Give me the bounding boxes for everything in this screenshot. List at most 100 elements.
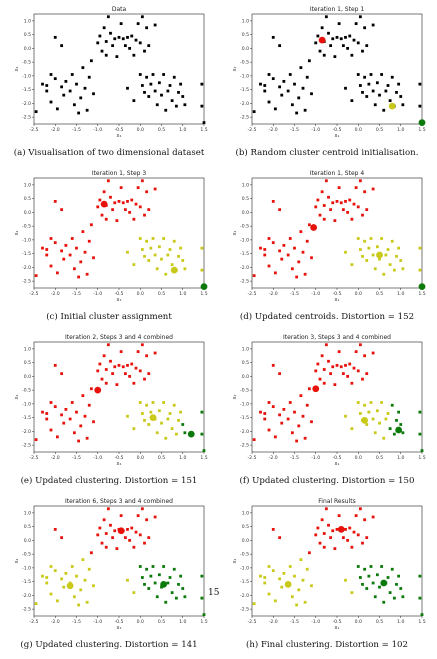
- data-point: [87, 403, 91, 407]
- data-point: [151, 401, 155, 404]
- x-tick-label: -1.0: [311, 619, 320, 625]
- data-point: [322, 532, 326, 535]
- data-point: [278, 577, 282, 581]
- data-point: [64, 571, 68, 575]
- y-tick-label: -0.5: [22, 60, 31, 66]
- x-tick-label: 1.0: [397, 127, 404, 133]
- data-point: [181, 259, 185, 262]
- scatter-plot-g: Iteration 6, Steps 3 and 4 combined -2.5 -…: [14, 498, 208, 631]
- data-point: [388, 99, 392, 103]
- centroid-marker: [100, 200, 108, 208]
- data-point: [395, 254, 398, 258]
- data-point: [310, 256, 313, 260]
- data-point: [200, 82, 204, 86]
- data-point: [418, 432, 422, 436]
- centroid-marker: [160, 580, 168, 588]
- y-tick-label: -0.5: [240, 224, 249, 230]
- data-point: [202, 613, 206, 617]
- data-point: [288, 565, 292, 568]
- data-point: [367, 246, 371, 250]
- data-point: [160, 93, 163, 97]
- data-point: [267, 565, 271, 568]
- data-point: [41, 574, 44, 578]
- data-point: [386, 412, 390, 415]
- data-point: [130, 362, 134, 366]
- data-point: [373, 103, 377, 107]
- data-point: [382, 436, 386, 440]
- data-point: [278, 208, 282, 212]
- data-point: [77, 603, 81, 607]
- data-point: [316, 362, 320, 366]
- y-tick-label: 0.5: [242, 360, 249, 366]
- caption-d: (d) Updated centroids. Distortion = 152: [239, 312, 415, 322]
- data-point: [263, 576, 267, 579]
- data-point: [299, 558, 303, 562]
- data-point: [363, 239, 367, 243]
- data-point: [367, 574, 371, 578]
- data-point: [388, 427, 392, 431]
- data-point: [53, 527, 57, 531]
- data-point: [386, 576, 390, 579]
- data-point: [100, 541, 104, 545]
- caption-c: (c) Initial cluster assignment: [46, 312, 172, 322]
- data-point: [361, 377, 364, 381]
- data-point: [157, 409, 161, 413]
- data-point: [339, 37, 343, 41]
- data-point: [363, 518, 367, 522]
- data-point: [346, 210, 350, 214]
- data-point: [363, 354, 367, 358]
- data-point: [263, 84, 267, 87]
- y-tick-label: -1.0: [22, 73, 31, 79]
- data-point: [358, 84, 362, 87]
- y-tick-label: 1.0: [242, 510, 249, 516]
- plot-frame: [251, 341, 423, 453]
- y-axis-label: x₂: [14, 559, 20, 564]
- data-point: [303, 436, 307, 440]
- data-point: [324, 179, 328, 183]
- data-point: [263, 248, 267, 251]
- data-point: [166, 581, 170, 585]
- data-point: [136, 22, 140, 26]
- data-point: [301, 578, 305, 582]
- x-tick-label: 0.0: [355, 619, 362, 625]
- data-point: [369, 73, 373, 76]
- data-point: [350, 217, 354, 221]
- data-point: [177, 90, 180, 94]
- caption-a: (a) Visualisation of two dimensional dat…: [13, 148, 205, 158]
- centroid-marker: [284, 580, 292, 588]
- x-tick-label: 1.0: [397, 291, 404, 297]
- data-point: [140, 507, 144, 511]
- data-point: [267, 401, 271, 404]
- data-point: [143, 254, 146, 258]
- data-point: [305, 403, 309, 407]
- data-point: [143, 418, 146, 422]
- y-tick-label: -1.0: [240, 565, 249, 571]
- data-point: [49, 565, 53, 568]
- data-point: [252, 110, 256, 114]
- data-point: [153, 187, 157, 191]
- data-point: [160, 257, 163, 261]
- data-point: [295, 603, 299, 607]
- x-tick-label: -1.5: [290, 455, 299, 461]
- data-point: [301, 86, 305, 90]
- data-point: [85, 108, 89, 112]
- data-point: [295, 275, 299, 279]
- data-point: [100, 213, 104, 217]
- y-axis-label: x₂: [232, 231, 238, 236]
- centroid-marker: [94, 386, 102, 394]
- data-point: [170, 591, 174, 595]
- y-tick-label: -1.0: [22, 401, 31, 407]
- data-point: [271, 569, 275, 573]
- data-point: [346, 46, 350, 50]
- data-point: [305, 567, 309, 571]
- data-point: [145, 239, 149, 243]
- data-point: [92, 92, 95, 96]
- data-point: [399, 259, 403, 262]
- data-point: [145, 567, 149, 571]
- y-tick-label: 0.5: [24, 360, 31, 366]
- data-point: [179, 82, 183, 86]
- data-point: [350, 381, 354, 385]
- data-point: [106, 15, 110, 19]
- panel-d: Iteration 1, Step 4 -2.5 -2.0 -1.5 -1.0 -0.5 0…: [218, 164, 436, 328]
- data-point: [79, 96, 83, 100]
